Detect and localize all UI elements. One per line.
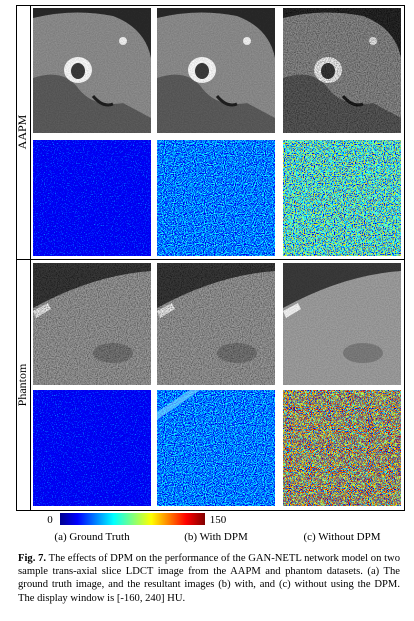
error-map: [283, 140, 401, 256]
ct-image: [157, 263, 275, 385]
row-label: AAPM: [15, 114, 29, 149]
figure-caption: Fig. 7. The effects of DPM on the perfor…: [18, 552, 400, 605]
column-caption: (a) Ground Truth: [54, 531, 130, 543]
ct-image: [31, 6, 153, 135]
figure: AAPM Phantom 0 150 (a) Ground Truth (b) …: [15, 5, 405, 543]
caption-text: The effects of DPM on the performance of…: [18, 553, 400, 604]
column-caption: (b) With DPM: [184, 531, 248, 543]
colorbar-min: 0: [47, 514, 53, 526]
edge-artifact: [157, 390, 200, 420]
ct-image: [283, 263, 401, 385]
error-map: [33, 390, 151, 506]
colorbar: [60, 513, 205, 525]
error-map: [157, 140, 275, 256]
row-label: Phantom: [15, 363, 29, 406]
error-map: [33, 140, 151, 256]
error-map: [157, 390, 275, 506]
error-map: [283, 390, 401, 506]
ct-image: [155, 6, 277, 135]
frame: [16, 5, 405, 511]
colorbar-max: 150: [210, 514, 227, 526]
ct-image: [281, 6, 403, 135]
caption-label: Fig. 7.: [18, 553, 47, 564]
ct-image: [33, 263, 151, 385]
column-caption: (c) Without DPM: [304, 531, 381, 543]
